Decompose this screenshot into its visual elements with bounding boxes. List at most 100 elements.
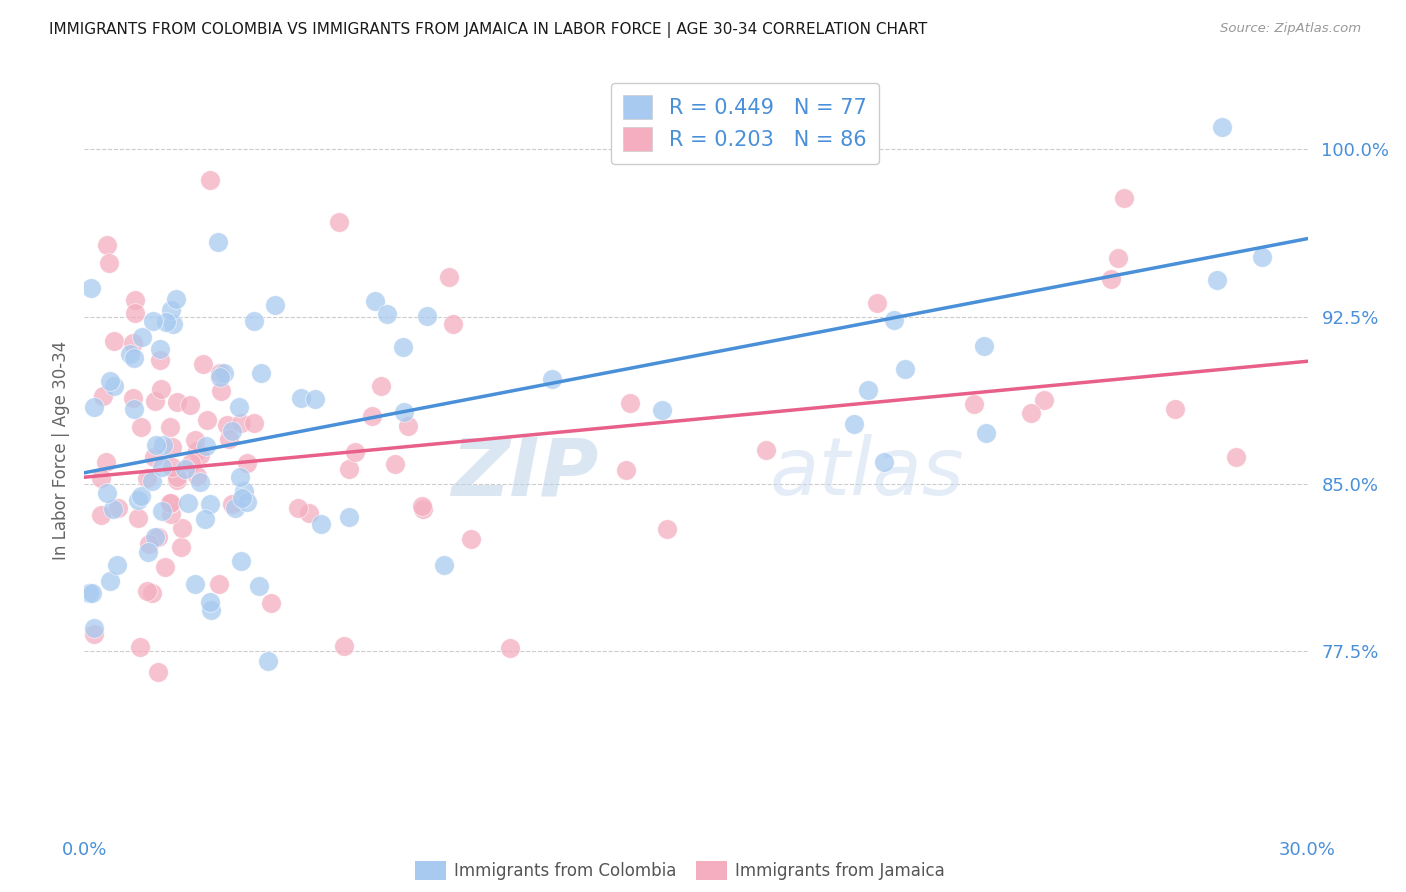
Point	[872, 455, 894, 469]
Point	[96, 238, 118, 252]
Point	[103, 379, 125, 393]
Point	[135, 470, 157, 484]
Point	[415, 310, 437, 324]
Point	[166, 470, 188, 484]
Point	[98, 574, 121, 588]
Point	[179, 398, 201, 412]
Point	[224, 501, 246, 516]
Point	[215, 417, 238, 432]
Point	[200, 595, 222, 609]
Point	[121, 391, 143, 405]
Point	[107, 501, 129, 516]
Point	[98, 374, 121, 388]
Point	[160, 303, 183, 318]
Point	[328, 214, 350, 228]
Point	[184, 577, 207, 591]
Point	[166, 394, 188, 409]
Point	[160, 508, 183, 522]
Point	[755, 442, 778, 457]
Point	[1019, 406, 1042, 420]
Point	[124, 293, 146, 307]
Point	[83, 401, 105, 415]
Point	[120, 347, 142, 361]
Point	[235, 495, 257, 509]
Point	[170, 521, 193, 535]
Point	[1251, 250, 1274, 264]
Point	[460, 532, 482, 546]
Point	[1107, 252, 1129, 266]
Point	[195, 439, 218, 453]
Point	[146, 530, 169, 544]
Y-axis label: In Labor Force | Age 30-34: In Labor Force | Age 30-34	[52, 341, 70, 560]
Point	[333, 639, 356, 653]
Text: Source: ZipAtlas.com: Source: ZipAtlas.com	[1220, 22, 1361, 36]
Point	[221, 425, 243, 439]
Point	[129, 640, 152, 655]
Point	[160, 440, 183, 454]
Point	[159, 496, 181, 510]
Point	[165, 292, 187, 306]
Point	[150, 503, 173, 517]
Point	[131, 329, 153, 343]
Point	[91, 389, 114, 403]
Point	[221, 497, 243, 511]
Point	[80, 281, 103, 295]
Point	[83, 621, 105, 635]
Point	[229, 416, 252, 430]
Point	[411, 499, 433, 513]
Point	[145, 394, 167, 409]
Point	[186, 469, 208, 483]
Point	[298, 506, 321, 520]
Point	[377, 308, 399, 322]
Point	[651, 402, 673, 417]
Point	[208, 577, 231, 591]
Point	[160, 460, 183, 475]
Point	[141, 475, 163, 489]
Point	[433, 558, 456, 573]
Point	[364, 294, 387, 309]
Point	[136, 545, 159, 559]
Point	[250, 367, 273, 381]
Point	[103, 334, 125, 349]
Point	[207, 235, 229, 249]
Point	[842, 417, 865, 431]
Point	[191, 357, 214, 371]
Point	[208, 370, 231, 384]
Point	[149, 382, 172, 396]
Point	[194, 512, 217, 526]
Text: Immigrants from Jamaica: Immigrants from Jamaica	[735, 863, 945, 880]
Point	[148, 353, 170, 368]
Point	[127, 511, 149, 525]
Point	[209, 384, 232, 398]
Point	[243, 314, 266, 328]
Point	[439, 270, 461, 285]
Point	[1205, 273, 1227, 287]
Point	[138, 537, 160, 551]
Point	[337, 510, 360, 524]
Point	[858, 384, 880, 398]
Point	[96, 454, 118, 468]
Point	[614, 462, 637, 476]
Point	[77, 586, 100, 600]
Point	[143, 530, 166, 544]
Point	[188, 475, 211, 489]
Point	[195, 412, 218, 426]
Point	[1211, 120, 1233, 134]
Point	[184, 433, 207, 447]
Point	[290, 391, 312, 405]
Point	[260, 596, 283, 610]
Point	[657, 522, 679, 536]
Point	[228, 470, 250, 484]
Text: ZIP: ZIP	[451, 434, 598, 512]
Text: Immigrants from Colombia: Immigrants from Colombia	[454, 863, 676, 880]
Point	[124, 306, 146, 320]
Point	[124, 351, 146, 365]
Point	[541, 372, 564, 386]
Point	[159, 496, 181, 510]
Point	[236, 456, 259, 470]
Point	[894, 361, 917, 376]
Point	[80, 586, 103, 600]
Legend: R = 0.449   N = 77, R = 0.203   N = 86: R = 0.449 N = 77, R = 0.203 N = 86	[610, 83, 879, 164]
Point	[866, 295, 889, 310]
Point	[90, 470, 112, 484]
